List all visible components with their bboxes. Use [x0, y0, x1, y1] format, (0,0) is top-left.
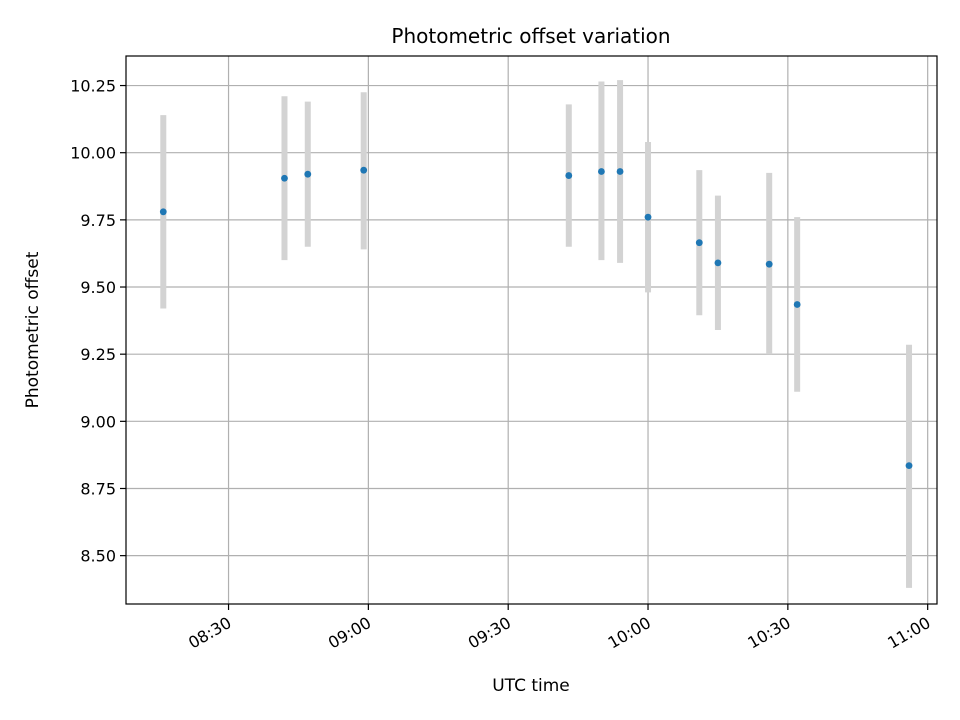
grid	[126, 56, 937, 604]
y-tick-label: 8.75	[80, 479, 116, 498]
y-axis-title: Photometric offset	[23, 251, 43, 408]
y-tick-label: 10.25	[70, 77, 116, 96]
y-tick-label: 8.50	[80, 547, 116, 566]
y-tick-label: 9.50	[80, 278, 116, 297]
data-point	[598, 168, 605, 175]
y-tick-label: 9.00	[80, 412, 116, 431]
data-point	[695, 239, 703, 247]
data-point	[765, 260, 773, 268]
data-point	[281, 174, 288, 182]
data-point	[644, 213, 652, 221]
data-point	[159, 208, 167, 216]
data-point	[714, 259, 722, 267]
plot-frame	[125, 55, 938, 605]
chart-title: Photometric offset variation	[391, 24, 670, 48]
data-point	[793, 301, 801, 308]
data-point	[905, 462, 913, 470]
data-point	[616, 168, 624, 175]
y-axis-ticks: 8.50 8.75 9.00 9.25 9.50 9.75 10.00 10.25	[70, 77, 126, 566]
y-tick-label: 9.25	[80, 345, 116, 364]
data-point	[565, 172, 573, 179]
data-point	[360, 166, 368, 174]
x-axis-title: UTC time	[492, 676, 570, 696]
y-tick-label: 10.00	[70, 144, 116, 163]
y-tick-label: 9.75	[80, 211, 116, 230]
data-point	[304, 170, 312, 178]
data-points	[159, 166, 913, 470]
